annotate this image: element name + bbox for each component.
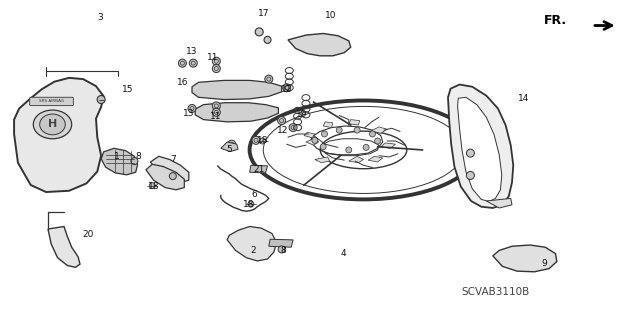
Text: 19: 19	[296, 110, 308, 119]
Circle shape	[259, 138, 266, 144]
Text: 13: 13	[186, 47, 198, 56]
Polygon shape	[371, 127, 387, 133]
Text: 14: 14	[518, 94, 529, 103]
Text: 12: 12	[277, 126, 289, 135]
Text: 10: 10	[325, 11, 337, 20]
Circle shape	[363, 145, 369, 150]
Circle shape	[97, 95, 105, 104]
Text: SRS AIRBAG: SRS AIRBAG	[38, 100, 64, 103]
Text: 2: 2	[250, 246, 255, 255]
Circle shape	[179, 59, 186, 67]
Polygon shape	[250, 165, 268, 173]
Text: 6: 6	[252, 190, 257, 199]
Text: 18: 18	[148, 182, 159, 191]
Ellipse shape	[33, 110, 72, 139]
Circle shape	[289, 123, 297, 132]
Polygon shape	[288, 33, 351, 56]
Circle shape	[264, 36, 271, 43]
Circle shape	[188, 104, 196, 113]
Circle shape	[189, 59, 197, 67]
Polygon shape	[150, 156, 189, 182]
Polygon shape	[323, 122, 333, 128]
Text: 21: 21	[253, 165, 265, 174]
Ellipse shape	[40, 114, 65, 135]
Text: 13: 13	[183, 109, 195, 118]
Text: 15: 15	[122, 85, 134, 94]
Polygon shape	[195, 103, 278, 122]
Text: 8: 8	[136, 152, 141, 161]
Text: 11: 11	[207, 53, 219, 62]
Text: 5: 5	[227, 145, 232, 154]
Polygon shape	[458, 97, 502, 202]
Text: 9: 9	[541, 259, 547, 268]
Polygon shape	[101, 148, 138, 175]
Circle shape	[283, 84, 291, 92]
Circle shape	[467, 171, 474, 180]
Polygon shape	[315, 157, 330, 163]
Circle shape	[467, 149, 474, 157]
Polygon shape	[48, 226, 80, 267]
Polygon shape	[306, 139, 319, 145]
Circle shape	[265, 75, 273, 83]
Circle shape	[131, 158, 138, 165]
Text: 7: 7	[170, 155, 175, 164]
Circle shape	[228, 140, 236, 148]
Text: 11: 11	[210, 112, 221, 121]
Polygon shape	[349, 120, 360, 125]
Circle shape	[255, 28, 263, 36]
Polygon shape	[493, 245, 557, 272]
FancyBboxPatch shape	[29, 97, 74, 106]
Text: 12: 12	[281, 85, 292, 94]
Text: SCVAB3110B: SCVAB3110B	[462, 287, 530, 297]
Text: H: H	[48, 119, 57, 130]
Text: 20: 20	[83, 230, 94, 239]
Polygon shape	[368, 156, 383, 162]
Text: 1: 1	[114, 152, 119, 161]
Circle shape	[170, 173, 176, 180]
Circle shape	[374, 138, 381, 144]
Circle shape	[149, 183, 156, 189]
Circle shape	[278, 246, 285, 253]
Circle shape	[212, 64, 220, 73]
Text: 4: 4	[341, 249, 346, 258]
Circle shape	[354, 127, 360, 133]
Polygon shape	[192, 80, 282, 100]
Circle shape	[278, 116, 285, 125]
Circle shape	[336, 127, 342, 133]
Circle shape	[252, 136, 260, 145]
Circle shape	[320, 144, 326, 150]
Text: 17: 17	[258, 9, 269, 18]
Text: 18: 18	[257, 136, 268, 145]
Circle shape	[346, 147, 352, 153]
Text: FR.: FR.	[544, 14, 567, 27]
Polygon shape	[448, 85, 513, 208]
Circle shape	[248, 201, 254, 207]
Polygon shape	[146, 164, 184, 190]
Circle shape	[212, 108, 220, 116]
Polygon shape	[221, 142, 238, 152]
Text: 18: 18	[243, 200, 254, 209]
Circle shape	[212, 102, 220, 110]
Polygon shape	[304, 132, 315, 138]
Circle shape	[369, 131, 376, 137]
Circle shape	[321, 131, 328, 137]
Text: 16: 16	[177, 78, 189, 87]
Text: 3: 3	[98, 13, 103, 22]
Text: 8: 8	[281, 246, 286, 255]
Polygon shape	[349, 156, 364, 163]
Polygon shape	[381, 143, 396, 148]
Circle shape	[212, 57, 220, 65]
Polygon shape	[14, 78, 104, 192]
Circle shape	[312, 137, 318, 143]
Polygon shape	[227, 226, 276, 261]
Polygon shape	[269, 239, 293, 247]
Polygon shape	[486, 198, 512, 208]
